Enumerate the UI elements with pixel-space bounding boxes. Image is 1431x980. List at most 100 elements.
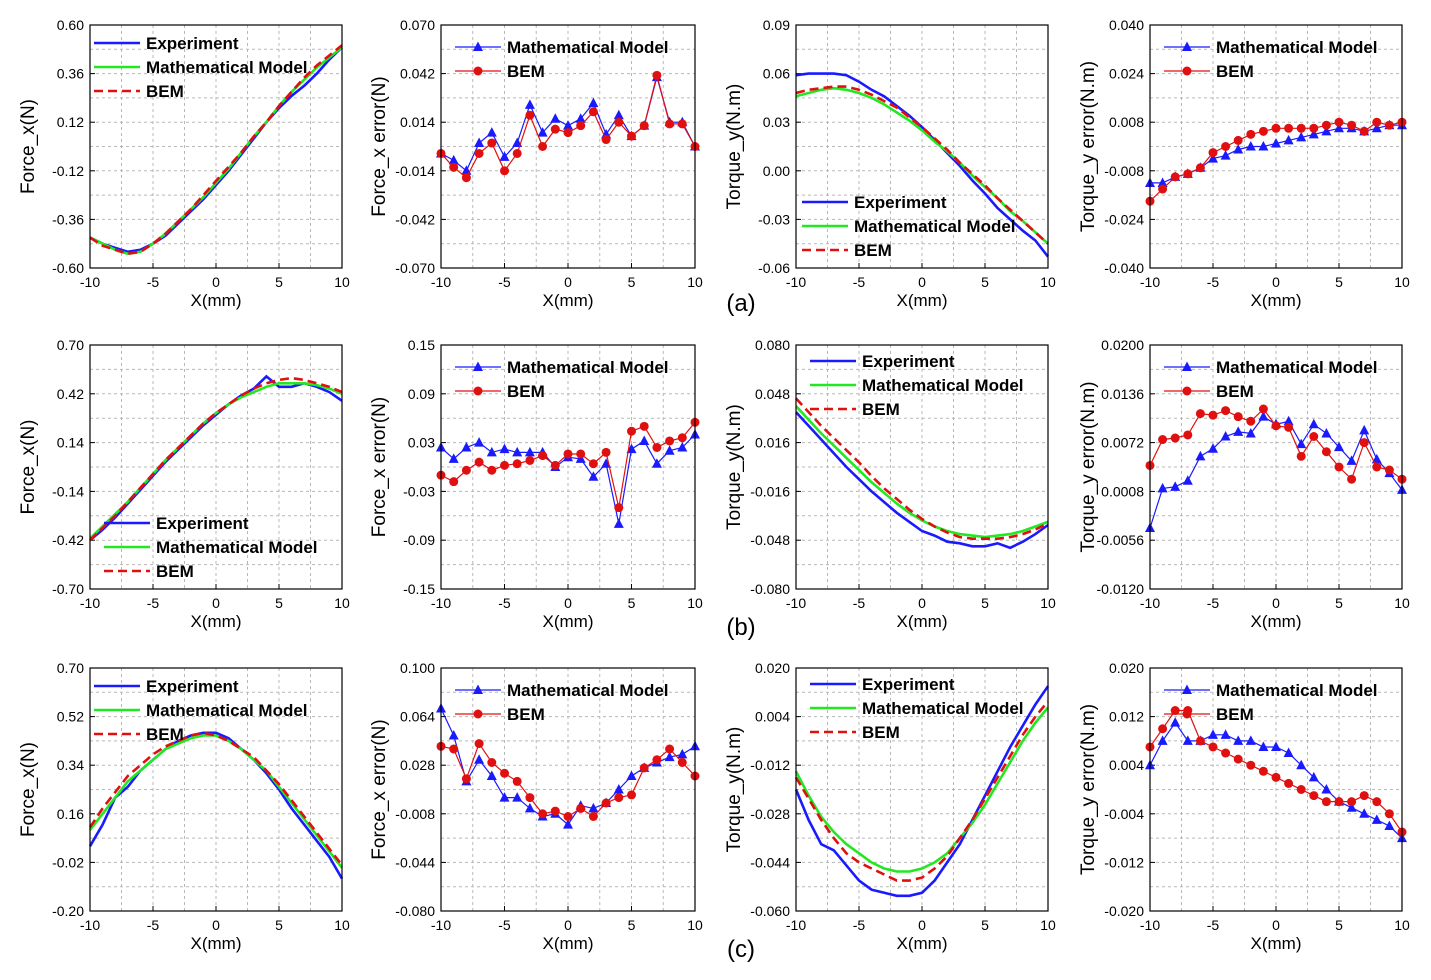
x-axis-label: X(mm) bbox=[543, 291, 594, 310]
y-tick-label: 0.004 bbox=[1109, 757, 1144, 773]
data-point-triangle bbox=[1296, 131, 1307, 142]
data-point-circle bbox=[627, 426, 636, 436]
y-tick-label: -0.044 bbox=[750, 854, 790, 870]
data-point-circle bbox=[1221, 142, 1231, 151]
legend-label: Mathematical Model bbox=[156, 538, 318, 557]
x-tick-label: 0 bbox=[212, 595, 220, 611]
y-tick-label: 0.03 bbox=[763, 114, 790, 130]
y-axis-label: Torque_y error(N.m) bbox=[1078, 61, 1099, 232]
x-tick-label: 10 bbox=[1394, 917, 1410, 933]
data-point-triangle bbox=[588, 471, 599, 481]
data-point-triangle bbox=[1359, 424, 1370, 435]
y-tick-label: 0.00 bbox=[763, 163, 790, 179]
data-point-triangle bbox=[474, 137, 485, 148]
series-line-bem bbox=[795, 397, 1049, 541]
data-point-triangle bbox=[613, 784, 624, 794]
y-tick-label: -0.14 bbox=[52, 483, 84, 499]
y-tick-label: 0.020 bbox=[755, 660, 790, 676]
data-point-circle bbox=[563, 449, 573, 459]
legend-label: BEM bbox=[862, 400, 900, 419]
data-point-circle bbox=[1284, 422, 1294, 432]
y-tick-label: 0.0136 bbox=[1101, 386, 1144, 402]
plot-frame bbox=[89, 667, 343, 912]
series-line-bem bbox=[795, 85, 1049, 245]
data-point-triangle bbox=[1195, 450, 1206, 461]
series-line-experiment bbox=[795, 411, 1049, 550]
x-tick-label: 10 bbox=[1040, 274, 1056, 290]
data-point-circle bbox=[550, 460, 560, 470]
legend-label: BEM bbox=[862, 723, 900, 742]
data-point-circle bbox=[677, 433, 687, 443]
legend-label: Experiment bbox=[862, 352, 955, 371]
data-point-circle bbox=[512, 776, 522, 786]
y-tick-label: -0.048 bbox=[750, 532, 790, 548]
series-line-experiment bbox=[88, 731, 344, 880]
y-tick-label: -0.024 bbox=[1104, 211, 1144, 227]
data-point-circle bbox=[461, 173, 471, 183]
x-axis-label: X(mm) bbox=[191, 934, 242, 953]
y-tick-label: -0.040 bbox=[1104, 260, 1144, 276]
data-point-triangle bbox=[1296, 759, 1307, 770]
x-tick-label: -10 bbox=[80, 595, 100, 611]
x-tick-label: -5 bbox=[1207, 917, 1220, 933]
data-point-triangle bbox=[461, 441, 472, 452]
data-point-triangle bbox=[588, 97, 599, 108]
x-tick-label: 5 bbox=[1335, 274, 1343, 290]
data-point-triangle bbox=[1371, 814, 1382, 824]
y-tick-label: 0.06 bbox=[763, 66, 790, 82]
x-tick-label: 0 bbox=[918, 595, 926, 611]
plot-frame bbox=[1149, 344, 1403, 590]
data-point-triangle bbox=[677, 441, 688, 452]
x-tick-label: 5 bbox=[628, 917, 636, 933]
data-point-circle bbox=[1309, 791, 1319, 801]
legend-label: Experiment bbox=[854, 193, 947, 212]
legend-label: Experiment bbox=[146, 677, 239, 696]
data-point-triangle bbox=[524, 99, 535, 109]
x-tick-label: 0 bbox=[1272, 917, 1280, 933]
data-point-triangle bbox=[1220, 150, 1231, 160]
x-axis-label: X(mm) bbox=[1251, 934, 1302, 953]
y-tick-label: 0.024 bbox=[1109, 66, 1144, 82]
data-point-triangle bbox=[474, 437, 485, 447]
data-point-circle bbox=[1334, 117, 1344, 127]
data-point-triangle bbox=[486, 770, 497, 780]
y-axis-label: Force_x(N) bbox=[18, 99, 39, 194]
x-tick-label: -10 bbox=[786, 595, 806, 611]
y-axis-label: Torque_y(N.m) bbox=[724, 404, 745, 530]
series-line-bem bbox=[89, 44, 343, 256]
data-point-circle bbox=[525, 793, 535, 803]
y-tick-label: -0.03 bbox=[403, 483, 435, 499]
chart-a3: -10 -5 0 5 10 -0.06 -0.03 0.00 0.03 0.06 0.09 X(mm)… bbox=[724, 17, 1056, 310]
legend-marker-triangle bbox=[473, 684, 483, 694]
y-tick-label: 0.52 bbox=[57, 709, 84, 725]
data-point-circle bbox=[1258, 766, 1268, 776]
y-tick-label: 0.042 bbox=[400, 66, 435, 82]
data-point-circle bbox=[512, 148, 522, 158]
data-point-circle bbox=[639, 763, 649, 773]
chart-c3: -10 -5 0 5 10 -0.060 -0.044 -0.028 -0.012 0.004 0.… bbox=[724, 660, 1056, 953]
x-tick-label: 10 bbox=[1040, 595, 1056, 611]
x-tick-label: 0 bbox=[1272, 274, 1280, 290]
data-point-triangle bbox=[1321, 427, 1332, 438]
data-point-triangle bbox=[1208, 729, 1218, 739]
legend-label: Mathematical Model bbox=[1216, 38, 1378, 57]
data-point-circle bbox=[639, 121, 649, 131]
y-tick-label: 0.004 bbox=[755, 709, 790, 725]
data-point-triangle bbox=[448, 730, 459, 740]
data-point-triangle bbox=[1321, 784, 1332, 794]
y-tick-label: -0.044 bbox=[395, 854, 435, 870]
x-tick-label: -5 bbox=[147, 274, 160, 290]
data-point-circle bbox=[538, 809, 548, 819]
y-axis-label: Force_x(N) bbox=[18, 419, 39, 514]
data-point-triangle bbox=[1157, 735, 1168, 745]
legend-label: Mathematical Model bbox=[146, 701, 308, 720]
data-point-circle bbox=[1296, 451, 1306, 461]
row-label-c: (c) bbox=[727, 936, 755, 963]
data-point-triangle bbox=[1157, 177, 1168, 187]
x-tick-label: 0 bbox=[212, 274, 220, 290]
data-point-circle bbox=[1384, 120, 1394, 130]
data-point-triangle bbox=[550, 113, 561, 123]
x-tick-label: 5 bbox=[981, 274, 989, 290]
y-axis-label: Force_x error(N) bbox=[369, 719, 390, 859]
data-point-triangle bbox=[1258, 411, 1269, 421]
